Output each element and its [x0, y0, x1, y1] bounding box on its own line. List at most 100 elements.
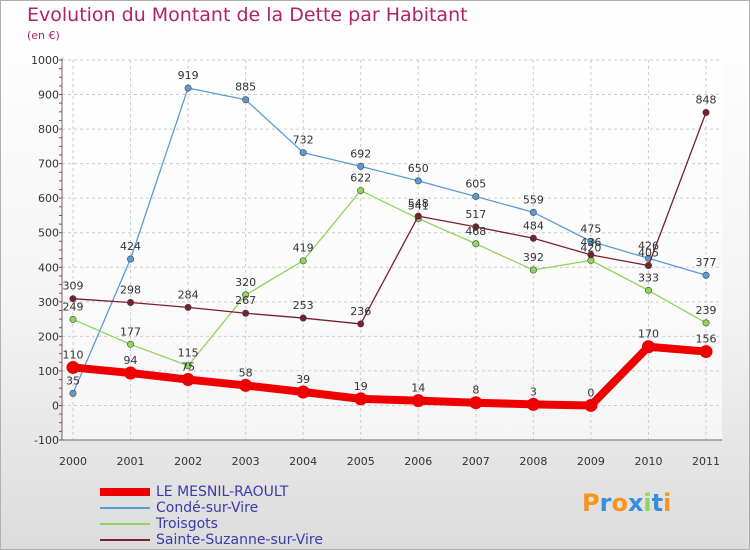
x-tick-label: 2008 — [519, 455, 547, 468]
data-point — [472, 240, 480, 248]
legend-swatch — [100, 523, 150, 525]
data-label: 919 — [178, 69, 199, 82]
data-label: 253 — [293, 299, 314, 312]
data-label: 58 — [239, 366, 253, 379]
data-point — [299, 149, 307, 157]
y-tick-label: 200 — [38, 330, 59, 343]
data-point — [242, 291, 250, 299]
data-label: 424 — [120, 240, 141, 253]
data-label: 115 — [178, 347, 199, 360]
logo-letter: t — [651, 489, 664, 517]
legend-label: Condé-sur-Vire — [156, 500, 259, 516]
data-label: 94 — [124, 354, 138, 367]
data-point — [184, 303, 192, 311]
series-line-cond-sur-vire — [72, 87, 707, 395]
data-label: 419 — [293, 242, 314, 255]
y-tick-label: -100 — [34, 434, 59, 447]
data-point — [641, 340, 655, 354]
data-label: 732 — [293, 134, 314, 147]
chart-subtitle: (en €) — [27, 29, 60, 42]
data-label: 548 — [408, 197, 429, 210]
y-tick-label: 100 — [38, 365, 59, 378]
y-tick-label: 700 — [38, 158, 59, 171]
x-tick-label: 2004 — [289, 455, 317, 468]
data-label: 309 — [63, 280, 84, 293]
data-label: 541 — [408, 200, 429, 213]
x-tick-label: 2006 — [404, 455, 432, 468]
data-label: 517 — [465, 208, 486, 221]
data-label: 8 — [472, 384, 479, 397]
data-point — [469, 396, 483, 410]
data-point — [127, 299, 135, 307]
chart-title: Evolution du Montant de la Dette par Hab… — [27, 4, 468, 26]
legend-label: Troisgots — [156, 516, 218, 532]
series-line-troisgots — [72, 189, 707, 367]
y-tick-label: 900 — [38, 89, 59, 102]
x-tick-label: 2009 — [577, 455, 605, 468]
legend-swatch — [100, 539, 150, 541]
data-point — [296, 385, 310, 399]
data-point — [357, 162, 365, 170]
data-point — [354, 392, 368, 406]
data-label: 605 — [465, 177, 486, 190]
data-label: 559 — [523, 193, 544, 206]
y-tick-label: 400 — [38, 261, 59, 274]
data-point — [184, 362, 192, 370]
data-point — [184, 84, 192, 92]
plot-area — [62, 60, 722, 440]
logo-letter: i — [663, 489, 672, 517]
proxiti-logo: Proxiti — [582, 489, 671, 517]
data-point — [357, 320, 365, 328]
data-point — [242, 96, 250, 104]
y-tick-label: 600 — [38, 192, 59, 205]
data-point — [411, 394, 425, 408]
data-point — [66, 360, 80, 374]
data-label: 249 — [63, 300, 84, 313]
data-point — [242, 309, 250, 317]
data-point — [529, 234, 537, 242]
data-label: 320 — [235, 276, 256, 289]
x-tick-label: 2007 — [462, 455, 490, 468]
logo-letter: o — [611, 489, 628, 517]
data-label: 19 — [354, 380, 368, 393]
data-point — [699, 345, 713, 359]
y-tick-label: 800 — [38, 123, 59, 136]
data-label: 0 — [587, 386, 594, 399]
data-label: 405 — [638, 247, 659, 260]
data-label: 484 — [523, 219, 544, 232]
data-label: 333 — [638, 271, 659, 284]
data-point — [69, 295, 77, 303]
logo-letter: r — [599, 489, 612, 517]
data-point — [702, 271, 710, 279]
data-point — [414, 212, 422, 220]
data-point — [124, 366, 138, 380]
y-tick-label: 0 — [52, 399, 59, 412]
data-point — [127, 255, 135, 263]
data-label: 14 — [411, 382, 425, 395]
series-line-le-mesnil-raoult — [69, 342, 710, 410]
data-label: 650 — [408, 162, 429, 175]
data-label: 35 — [66, 374, 80, 387]
data-point — [357, 187, 365, 195]
data-point — [587, 251, 595, 259]
data-label: 475 — [580, 222, 601, 235]
data-label: 284 — [178, 288, 199, 301]
logo-letter: P — [582, 489, 600, 517]
logo-letter: i — [643, 489, 652, 517]
data-label: 75 — [181, 361, 195, 374]
data-label: 110 — [63, 348, 84, 361]
data-label: 177 — [120, 325, 141, 338]
data-label: 39 — [296, 373, 310, 386]
data-label: 239 — [696, 304, 717, 317]
legend-swatch — [100, 507, 150, 509]
data-point — [644, 262, 652, 270]
data-label: 236 — [350, 305, 371, 318]
data-point — [69, 315, 77, 323]
x-tick-label: 2010 — [634, 455, 662, 468]
y-tick-label: 300 — [38, 296, 59, 309]
x-tick-label: 2002 — [174, 455, 202, 468]
legend-label: Sainte-Suzanne-sur-Vire — [156, 532, 323, 548]
data-point — [644, 286, 652, 294]
data-point — [526, 397, 540, 411]
